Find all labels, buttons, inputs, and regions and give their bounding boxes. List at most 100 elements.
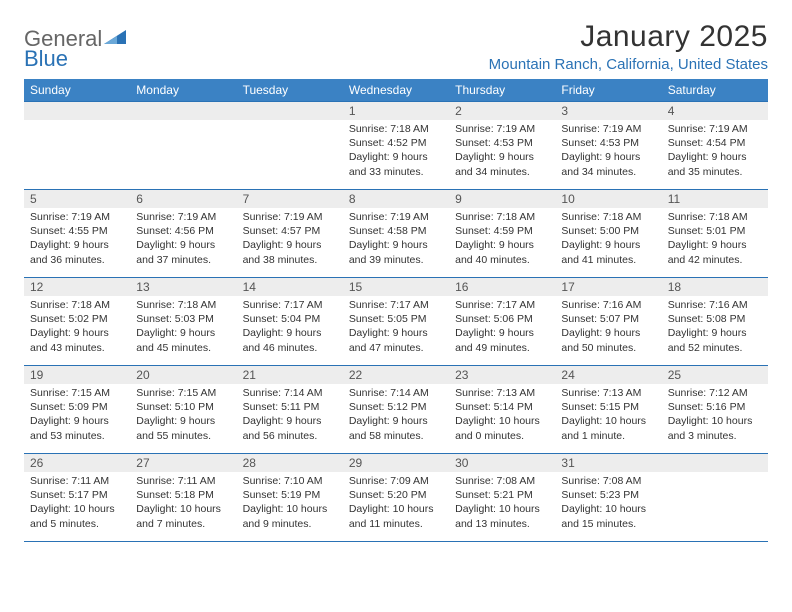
day-details: Sunrise: 7:19 AMSunset: 4:56 PMDaylight:… xyxy=(130,208,236,271)
day-details: Sunrise: 7:16 AMSunset: 5:07 PMDaylight:… xyxy=(555,296,661,359)
title-block: January 2025 Mountain Ranch, California,… xyxy=(489,20,768,73)
calendar-day-cell: 17Sunrise: 7:16 AMSunset: 5:07 PMDayligh… xyxy=(555,278,661,366)
calendar-week-row: 1Sunrise: 7:18 AMSunset: 4:52 PMDaylight… xyxy=(24,102,768,190)
day-details: Sunrise: 7:18 AMSunset: 5:01 PMDaylight:… xyxy=(662,208,768,271)
weekday-header: Saturday xyxy=(662,79,768,102)
day-details: Sunrise: 7:12 AMSunset: 5:16 PMDaylight:… xyxy=(662,384,768,447)
day-details xyxy=(662,472,768,478)
day-details: Sunrise: 7:17 AMSunset: 5:05 PMDaylight:… xyxy=(343,296,449,359)
day-details: Sunrise: 7:19 AMSunset: 4:53 PMDaylight:… xyxy=(449,120,555,183)
day-details: Sunrise: 7:17 AMSunset: 5:04 PMDaylight:… xyxy=(237,296,343,359)
calendar-day-cell: 21Sunrise: 7:14 AMSunset: 5:11 PMDayligh… xyxy=(237,366,343,454)
calendar-day-cell: 28Sunrise: 7:10 AMSunset: 5:19 PMDayligh… xyxy=(237,454,343,542)
day-number: 8 xyxy=(343,190,449,208)
day-details xyxy=(130,120,236,126)
day-number: 30 xyxy=(449,454,555,472)
day-number: 31 xyxy=(555,454,661,472)
calendar-week-row: 19Sunrise: 7:15 AMSunset: 5:09 PMDayligh… xyxy=(24,366,768,454)
day-number: 11 xyxy=(662,190,768,208)
day-number xyxy=(237,102,343,120)
day-details: Sunrise: 7:08 AMSunset: 5:23 PMDaylight:… xyxy=(555,472,661,535)
page-title: January 2025 xyxy=(489,20,768,54)
day-number: 14 xyxy=(237,278,343,296)
calendar-day-cell: 16Sunrise: 7:17 AMSunset: 5:06 PMDayligh… xyxy=(449,278,555,366)
day-number: 5 xyxy=(24,190,130,208)
location-text: Mountain Ranch, California, United State… xyxy=(489,56,768,73)
day-details: Sunrise: 7:15 AMSunset: 5:10 PMDaylight:… xyxy=(130,384,236,447)
day-details: Sunrise: 7:18 AMSunset: 4:52 PMDaylight:… xyxy=(343,120,449,183)
calendar-day-cell xyxy=(24,102,130,190)
calendar-day-cell: 9Sunrise: 7:18 AMSunset: 4:59 PMDaylight… xyxy=(449,190,555,278)
calendar-day-cell: 1Sunrise: 7:18 AMSunset: 4:52 PMDaylight… xyxy=(343,102,449,190)
calendar-day-cell: 18Sunrise: 7:16 AMSunset: 5:08 PMDayligh… xyxy=(662,278,768,366)
day-details: Sunrise: 7:14 AMSunset: 5:12 PMDaylight:… xyxy=(343,384,449,447)
calendar-day-cell: 23Sunrise: 7:13 AMSunset: 5:14 PMDayligh… xyxy=(449,366,555,454)
day-number: 23 xyxy=(449,366,555,384)
day-number: 27 xyxy=(130,454,236,472)
calendar-day-cell: 3Sunrise: 7:19 AMSunset: 4:53 PMDaylight… xyxy=(555,102,661,190)
weekday-header: Wednesday xyxy=(343,79,449,102)
day-details: Sunrise: 7:19 AMSunset: 4:57 PMDaylight:… xyxy=(237,208,343,271)
day-details: Sunrise: 7:11 AMSunset: 5:18 PMDaylight:… xyxy=(130,472,236,535)
day-details: Sunrise: 7:18 AMSunset: 5:00 PMDaylight:… xyxy=(555,208,661,271)
calendar-day-cell: 30Sunrise: 7:08 AMSunset: 5:21 PMDayligh… xyxy=(449,454,555,542)
weekday-header: Friday xyxy=(555,79,661,102)
calendar-day-cell: 26Sunrise: 7:11 AMSunset: 5:17 PMDayligh… xyxy=(24,454,130,542)
day-number: 12 xyxy=(24,278,130,296)
day-details: Sunrise: 7:18 AMSunset: 4:59 PMDaylight:… xyxy=(449,208,555,271)
day-details: Sunrise: 7:11 AMSunset: 5:17 PMDaylight:… xyxy=(24,472,130,535)
calendar-day-cell: 20Sunrise: 7:15 AMSunset: 5:10 PMDayligh… xyxy=(130,366,236,454)
calendar-day-cell: 19Sunrise: 7:15 AMSunset: 5:09 PMDayligh… xyxy=(24,366,130,454)
logo-triangle-icon xyxy=(104,30,126,48)
calendar-day-cell: 22Sunrise: 7:14 AMSunset: 5:12 PMDayligh… xyxy=(343,366,449,454)
day-number: 2 xyxy=(449,102,555,120)
calendar-day-cell: 13Sunrise: 7:18 AMSunset: 5:03 PMDayligh… xyxy=(130,278,236,366)
day-number: 20 xyxy=(130,366,236,384)
day-number: 16 xyxy=(449,278,555,296)
calendar-week-row: 5Sunrise: 7:19 AMSunset: 4:55 PMDaylight… xyxy=(24,190,768,278)
calendar-day-cell: 12Sunrise: 7:18 AMSunset: 5:02 PMDayligh… xyxy=(24,278,130,366)
day-number: 1 xyxy=(343,102,449,120)
day-number: 10 xyxy=(555,190,661,208)
day-details: Sunrise: 7:19 AMSunset: 4:58 PMDaylight:… xyxy=(343,208,449,271)
header: General January 2025 Mountain Ranch, Cal… xyxy=(24,20,768,73)
weekday-header: Thursday xyxy=(449,79,555,102)
day-number: 29 xyxy=(343,454,449,472)
day-number: 21 xyxy=(237,366,343,384)
calendar-day-cell: 6Sunrise: 7:19 AMSunset: 4:56 PMDaylight… xyxy=(130,190,236,278)
day-number xyxy=(24,102,130,120)
day-number xyxy=(130,102,236,120)
day-number: 22 xyxy=(343,366,449,384)
day-details: Sunrise: 7:17 AMSunset: 5:06 PMDaylight:… xyxy=(449,296,555,359)
calendar-day-cell xyxy=(662,454,768,542)
day-number: 28 xyxy=(237,454,343,472)
day-number: 26 xyxy=(24,454,130,472)
day-details: Sunrise: 7:09 AMSunset: 5:20 PMDaylight:… xyxy=(343,472,449,535)
day-number: 15 xyxy=(343,278,449,296)
calendar-day-cell: 31Sunrise: 7:08 AMSunset: 5:23 PMDayligh… xyxy=(555,454,661,542)
calendar-day-cell: 25Sunrise: 7:12 AMSunset: 5:16 PMDayligh… xyxy=(662,366,768,454)
calendar-day-cell: 5Sunrise: 7:19 AMSunset: 4:55 PMDaylight… xyxy=(24,190,130,278)
calendar-day-cell: 11Sunrise: 7:18 AMSunset: 5:01 PMDayligh… xyxy=(662,190,768,278)
weekday-header: Tuesday xyxy=(237,79,343,102)
day-details: Sunrise: 7:15 AMSunset: 5:09 PMDaylight:… xyxy=(24,384,130,447)
day-details xyxy=(24,120,130,126)
calendar-day-cell: 15Sunrise: 7:17 AMSunset: 5:05 PMDayligh… xyxy=(343,278,449,366)
day-details: Sunrise: 7:19 AMSunset: 4:54 PMDaylight:… xyxy=(662,120,768,183)
day-number: 17 xyxy=(555,278,661,296)
day-details: Sunrise: 7:18 AMSunset: 5:02 PMDaylight:… xyxy=(24,296,130,359)
day-number: 3 xyxy=(555,102,661,120)
calendar-day-cell: 14Sunrise: 7:17 AMSunset: 5:04 PMDayligh… xyxy=(237,278,343,366)
calendar-week-row: 26Sunrise: 7:11 AMSunset: 5:17 PMDayligh… xyxy=(24,454,768,542)
day-number: 9 xyxy=(449,190,555,208)
day-details: Sunrise: 7:08 AMSunset: 5:21 PMDaylight:… xyxy=(449,472,555,535)
calendar-day-cell: 29Sunrise: 7:09 AMSunset: 5:20 PMDayligh… xyxy=(343,454,449,542)
day-number: 25 xyxy=(662,366,768,384)
day-number: 24 xyxy=(555,366,661,384)
calendar-day-cell: 4Sunrise: 7:19 AMSunset: 4:54 PMDaylight… xyxy=(662,102,768,190)
day-details: Sunrise: 7:10 AMSunset: 5:19 PMDaylight:… xyxy=(237,472,343,535)
calendar-day-cell: 2Sunrise: 7:19 AMSunset: 4:53 PMDaylight… xyxy=(449,102,555,190)
calendar-table: Sunday Monday Tuesday Wednesday Thursday… xyxy=(24,79,768,542)
day-details: Sunrise: 7:14 AMSunset: 5:11 PMDaylight:… xyxy=(237,384,343,447)
day-details xyxy=(237,120,343,126)
